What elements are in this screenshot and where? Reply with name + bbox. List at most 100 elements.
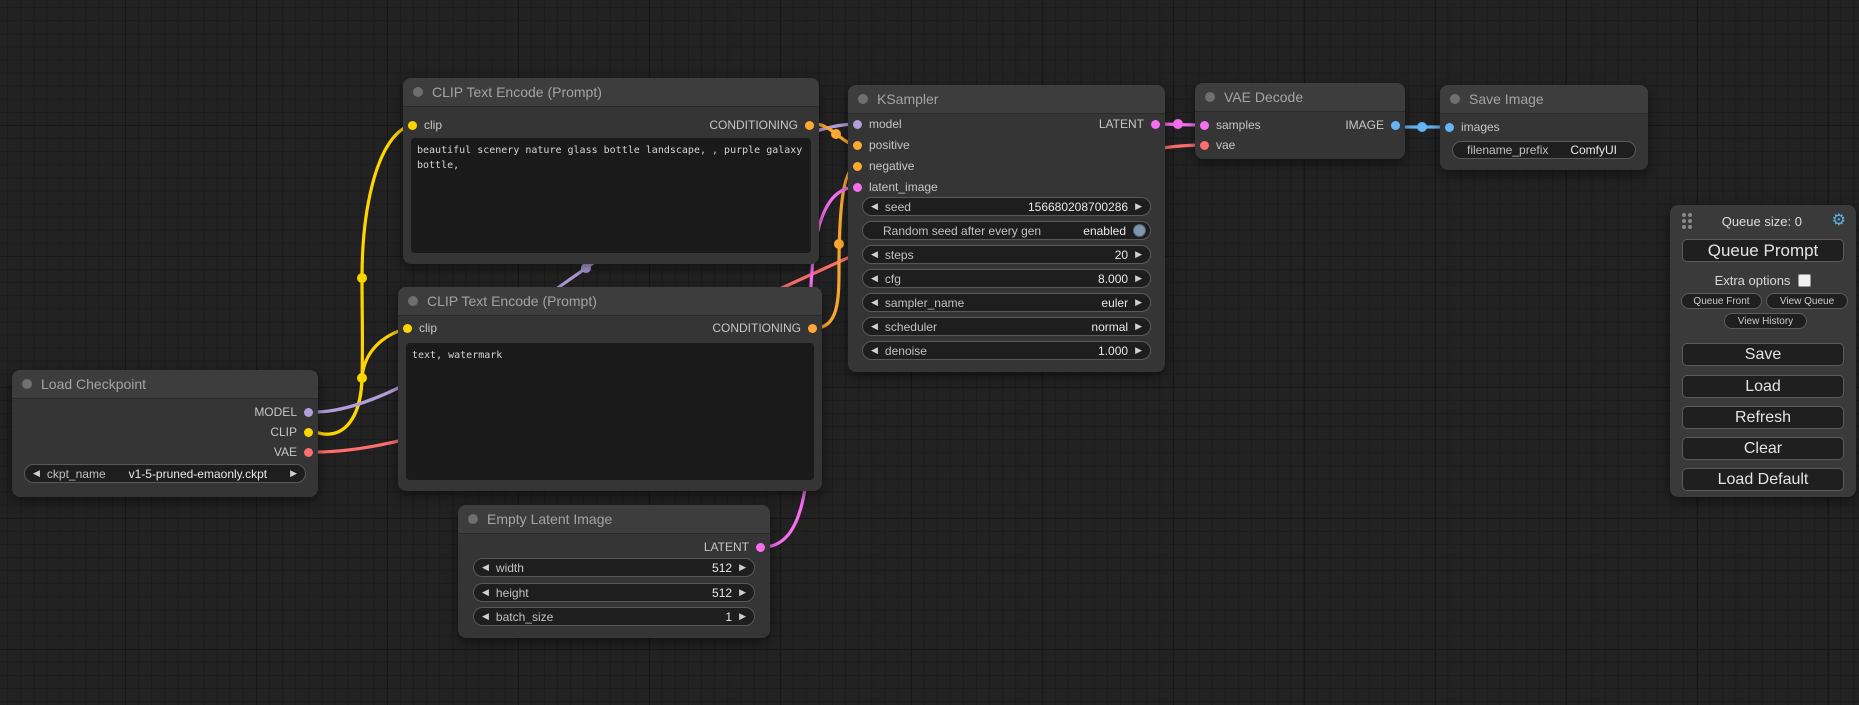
increment-arrow-icon[interactable] bbox=[1135, 298, 1142, 307]
input-port-images[interactable]: images bbox=[1445, 117, 1500, 137]
link-midpoint-dot[interactable] bbox=[834, 239, 844, 249]
output-port-latent[interactable]: LATENT bbox=[1099, 114, 1160, 134]
increment-arrow-icon[interactable] bbox=[739, 563, 746, 572]
queue-prompt-button[interactable]: Queue Prompt bbox=[1682, 239, 1844, 262]
input-port-positive[interactable]: positive bbox=[853, 135, 910, 155]
decrement-arrow-icon[interactable] bbox=[871, 298, 878, 307]
node-empty-latent-image[interactable]: Empty Latent Image LATENT width 512 heig… bbox=[458, 505, 770, 638]
widget-cfg[interactable]: cfg 8.000 bbox=[862, 269, 1151, 288]
link-negative-conditioning[interactable] bbox=[813, 164, 859, 330]
widget-sampler-name[interactable]: sampler_name euler bbox=[862, 293, 1151, 312]
queue-front-button[interactable]: Queue Front bbox=[1681, 293, 1762, 309]
node-load-checkpoint[interactable]: Load Checkpoint MODEL CLIP VAE ckpt_name… bbox=[12, 370, 318, 497]
port-dot-model[interactable] bbox=[853, 119, 862, 129]
decrement-arrow-icon[interactable] bbox=[482, 563, 489, 572]
widget-filename-prefix[interactable]: filename_prefix ComfyUI bbox=[1452, 141, 1636, 159]
increment-arrow-icon[interactable] bbox=[739, 612, 746, 621]
save-button[interactable]: Save bbox=[1682, 343, 1844, 366]
port-dot-vae[interactable] bbox=[1200, 140, 1209, 150]
increment-arrow-icon[interactable] bbox=[1135, 250, 1142, 259]
increment-arrow-icon[interactable] bbox=[739, 588, 746, 597]
decrement-arrow-icon[interactable] bbox=[871, 250, 878, 259]
port-dot-clip[interactable] bbox=[304, 427, 313, 437]
widget-seed[interactable]: seed 156680208700286 bbox=[862, 197, 1151, 216]
decrement-arrow-icon[interactable] bbox=[871, 322, 878, 331]
widget-scheduler[interactable]: scheduler normal bbox=[862, 317, 1151, 336]
decrement-arrow-icon[interactable] bbox=[482, 612, 489, 621]
link-midpoint-dot[interactable] bbox=[1173, 119, 1183, 129]
collapse-dot-icon[interactable] bbox=[858, 94, 868, 104]
collapse-dot-icon[interactable] bbox=[1205, 92, 1215, 102]
collapse-dot-icon[interactable] bbox=[408, 296, 418, 306]
input-port-vae[interactable]: vae bbox=[1200, 135, 1235, 155]
prompt-textarea[interactable]: text, watermark bbox=[406, 343, 814, 480]
input-port-clip[interactable]: clip bbox=[408, 115, 442, 135]
port-dot-image[interactable] bbox=[1445, 122, 1454, 132]
output-port-model[interactable]: MODEL bbox=[254, 402, 313, 422]
increment-arrow-icon[interactable] bbox=[1135, 202, 1142, 211]
refresh-button[interactable]: Refresh bbox=[1682, 406, 1844, 429]
clear-button[interactable]: Clear bbox=[1682, 437, 1844, 460]
port-dot-latent[interactable] bbox=[1200, 120, 1209, 130]
port-dot-latent[interactable] bbox=[756, 542, 765, 552]
input-port-model[interactable]: model bbox=[853, 114, 902, 134]
increment-arrow-icon[interactable] bbox=[1135, 274, 1142, 283]
input-port-clip[interactable]: clip bbox=[403, 318, 437, 338]
port-dot-latent[interactable] bbox=[853, 182, 862, 192]
widget-batch-size[interactable]: batch_size 1 bbox=[473, 607, 755, 626]
settings-gear-icon[interactable] bbox=[1832, 213, 1846, 229]
collapse-dot-icon[interactable] bbox=[1450, 94, 1460, 104]
view-queue-button[interactable]: View Queue bbox=[1766, 293, 1848, 309]
extra-options-checkbox[interactable] bbox=[1798, 273, 1812, 287]
widget-steps[interactable]: steps 20 bbox=[862, 245, 1151, 264]
port-dot-conditioning[interactable] bbox=[853, 161, 862, 171]
prompt-textarea[interactable]: beautiful scenery nature glass bottle la… bbox=[411, 138, 811, 253]
link-midpoint-dot[interactable] bbox=[831, 129, 841, 139]
output-port-image[interactable]: IMAGE bbox=[1345, 115, 1400, 135]
output-port-clip[interactable]: CLIP bbox=[270, 422, 313, 442]
port-dot-model[interactable] bbox=[304, 407, 313, 417]
toggle-knob-icon[interactable] bbox=[1133, 224, 1146, 237]
input-port-samples[interactable]: samples bbox=[1200, 115, 1261, 135]
port-dot-conditioning[interactable] bbox=[808, 323, 817, 333]
node-titlebar[interactable]: Save Image bbox=[1440, 85, 1648, 114]
load-button[interactable]: Load bbox=[1682, 375, 1844, 398]
port-dot-latent[interactable] bbox=[1151, 119, 1160, 129]
widget-height[interactable]: height 512 bbox=[473, 583, 755, 602]
decrement-arrow-icon[interactable] bbox=[482, 588, 489, 597]
widget-denoise[interactable]: denoise 1.000 bbox=[862, 341, 1151, 360]
node-titlebar[interactable]: Empty Latent Image bbox=[458, 505, 770, 534]
widget-width[interactable]: width 512 bbox=[473, 558, 755, 577]
node-clip-text-encode-negative[interactable]: CLIP Text Encode (Prompt) clip CONDITION… bbox=[398, 287, 822, 491]
port-dot-clip[interactable] bbox=[408, 120, 417, 130]
increment-arrow-icon[interactable] bbox=[290, 469, 297, 478]
port-dot-conditioning[interactable] bbox=[805, 120, 814, 130]
drag-handle-icon[interactable] bbox=[1682, 213, 1686, 217]
link-midpoint-dot[interactable] bbox=[581, 263, 591, 273]
output-port-conditioning[interactable]: CONDITIONING bbox=[712, 318, 817, 338]
node-titlebar[interactable]: Load Checkpoint bbox=[12, 370, 318, 399]
decrement-arrow-icon[interactable] bbox=[33, 469, 40, 478]
widget-ckpt-name[interactable]: ckpt_name v1-5-pruned-emaonly.ckpt bbox=[24, 464, 306, 483]
load-default-button[interactable]: Load Default bbox=[1682, 468, 1844, 491]
node-titlebar[interactable]: CLIP Text Encode (Prompt) bbox=[403, 78, 819, 107]
view-history-button[interactable]: View History bbox=[1724, 313, 1807, 329]
collapse-dot-icon[interactable] bbox=[468, 514, 478, 524]
node-ksampler[interactable]: KSampler model positive negative latent_… bbox=[848, 85, 1165, 372]
port-dot-clip[interactable] bbox=[403, 323, 412, 333]
node-titlebar[interactable]: KSampler bbox=[848, 85, 1165, 114]
link-midpoint-dot[interactable] bbox=[357, 373, 367, 383]
decrement-arrow-icon[interactable] bbox=[871, 274, 878, 283]
link-midpoint-dot[interactable] bbox=[1417, 122, 1427, 132]
node-vae-decode[interactable]: VAE Decode samples vae IMAGE bbox=[1195, 83, 1405, 159]
link-midpoint-dot[interactable] bbox=[357, 273, 367, 283]
output-port-vae[interactable]: VAE bbox=[274, 442, 313, 462]
input-port-latent-image[interactable]: latent_image bbox=[853, 177, 938, 197]
widget-random-seed-toggle[interactable]: Random seed after every gen enabled bbox=[862, 221, 1151, 240]
port-dot-image[interactable] bbox=[1391, 120, 1400, 130]
increment-arrow-icon[interactable] bbox=[1135, 322, 1142, 331]
collapse-dot-icon[interactable] bbox=[22, 379, 32, 389]
port-dot-conditioning[interactable] bbox=[853, 140, 862, 150]
port-dot-vae[interactable] bbox=[304, 447, 313, 457]
